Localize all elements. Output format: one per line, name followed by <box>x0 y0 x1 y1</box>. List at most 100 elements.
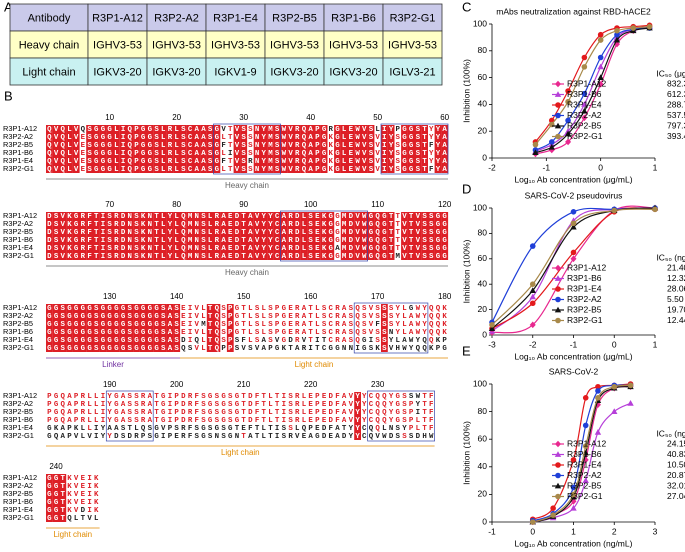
conserved-column <box>72 125 80 173</box>
cdr-box <box>280 210 368 262</box>
y-tick-label: 60 <box>478 253 488 263</box>
conserved-column <box>146 125 154 173</box>
conserved-column <box>307 212 315 260</box>
conserved-column <box>133 212 140 260</box>
conserved-column <box>280 125 288 173</box>
point <box>613 36 621 43</box>
sequence-name: R3P2-B5 <box>3 489 33 498</box>
legend-marker <box>555 133 561 140</box>
y-tick-label: 20 <box>478 489 488 499</box>
legend-marker <box>554 91 562 97</box>
sequence-name: R3P1-A12 <box>3 211 37 220</box>
conserved-column <box>153 212 160 260</box>
conserved-column <box>213 304 221 352</box>
conserved-column <box>59 474 67 522</box>
ic50-label: 12.44 <box>667 315 685 325</box>
ruler-label: 210 <box>237 380 251 389</box>
table-cell <box>382 30 443 59</box>
ic50-label: 393.40 <box>667 131 685 141</box>
y-tick-label: 40 <box>478 278 488 288</box>
y-tick-label: 20 <box>478 125 488 135</box>
legend-title: IC₅₀ (ng/mL) <box>656 252 685 262</box>
conserved-column <box>347 212 355 260</box>
legend-title: IC₅₀ (μg/mL) <box>656 68 685 78</box>
ic50-label: 28.06 <box>667 283 685 293</box>
x-tick-label: -2 <box>488 162 496 172</box>
ruler-label: 240 <box>49 462 63 471</box>
point <box>548 143 555 150</box>
conserved-column <box>133 304 140 352</box>
table-text: IGHV3-53 <box>329 39 378 51</box>
conserved-column <box>59 304 67 352</box>
conserved-column <box>46 474 53 522</box>
conserved-column <box>367 212 375 260</box>
conserved-column <box>367 125 375 173</box>
conserved-column <box>434 125 442 173</box>
legend-label: R3P2-G1 <box>567 131 603 141</box>
table-text: R3P2-A2 <box>154 12 199 24</box>
conserved-column <box>166 212 174 260</box>
region-label: Light chain <box>53 530 92 539</box>
y-axis-label: Inhibition (100%) <box>461 239 471 303</box>
conserved-column <box>360 125 368 173</box>
point <box>532 149 539 156</box>
legend-marker <box>554 275 562 281</box>
legend-label: R3P1-A12 <box>567 438 606 448</box>
conserved-column <box>253 212 261 260</box>
conserved-column <box>421 125 428 173</box>
conserved-column <box>381 125 388 173</box>
conserved-column <box>280 212 288 260</box>
ic50-label: 5.50 <box>667 294 684 304</box>
conserved-column <box>240 212 248 260</box>
legend-marker <box>555 264 561 272</box>
y-tick-label: 0 <box>482 516 487 526</box>
ic50-label: 12.32 <box>667 273 685 283</box>
point <box>570 220 577 227</box>
conserved-column <box>260 125 268 173</box>
conserved-column <box>180 125 187 173</box>
conserved-column <box>79 304 87 352</box>
point <box>488 325 496 332</box>
conserved-column <box>166 125 174 173</box>
region-label: Light chain <box>295 360 334 369</box>
point <box>570 209 577 215</box>
conserved-column <box>119 304 127 352</box>
legend-marker <box>555 80 561 88</box>
conserved-column <box>427 212 435 260</box>
point <box>570 484 577 491</box>
x-tick-label: 0 <box>598 162 603 172</box>
conserved-column <box>287 125 294 173</box>
point <box>548 146 555 154</box>
legend-label: R3P2-B5 <box>567 120 602 130</box>
table-text: IGKV3-20 <box>270 66 318 78</box>
ruler-label: 40 <box>306 113 315 122</box>
ic50-label: 19.70 <box>667 304 685 314</box>
conserved-column <box>273 125 281 173</box>
conserved-column <box>247 212 254 260</box>
point <box>594 429 602 435</box>
conserved-column <box>66 125 73 173</box>
table-text: R3P2-G1 <box>390 12 436 24</box>
ruler-label: 140 <box>170 292 184 301</box>
conserved-column <box>200 212 207 260</box>
conserved-column <box>260 212 268 260</box>
sequence-name: R3P1-B6 <box>3 327 33 336</box>
conserved-column <box>72 212 80 260</box>
conserved-column <box>99 304 107 352</box>
legend-marker <box>555 112 561 119</box>
table-cell <box>9 30 89 59</box>
conserved-column <box>106 304 114 352</box>
legend-label: R3P2-A2 <box>567 110 602 120</box>
table-cell <box>146 57 207 86</box>
legend-label: R3P1-E4 <box>567 99 602 109</box>
legend-label: R3P1-A12 <box>567 262 606 272</box>
point <box>614 27 620 34</box>
sequence-name: R3P2-B5 <box>3 319 33 328</box>
point <box>570 491 577 498</box>
y-tick-label: 80 <box>478 45 488 55</box>
conserved-column <box>387 212 395 260</box>
legend-label: R3P1-B6 <box>567 273 602 283</box>
table-text: R3P1-E4 <box>213 12 258 24</box>
